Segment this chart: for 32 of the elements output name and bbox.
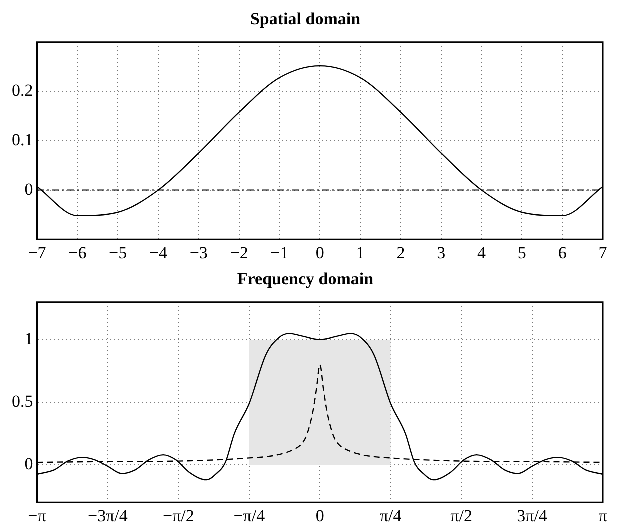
y-tick-label: 0.1 [12,130,34,150]
x-tick-label: −3π/4 [88,506,128,526]
y-tick-label: 0.5 [12,392,34,411]
x-tick-label: −5 [109,243,128,262]
x-tick-label: 0 [316,243,324,262]
x-tick-label: 4 [478,243,487,262]
x-tick-label: −6 [68,243,87,262]
x-tick-label: −3 [190,243,208,262]
x-tick-label: 2 [396,243,406,262]
y-tick-label: 0 [24,454,34,474]
y-tick-label: 1 [24,329,34,348]
x-tick-label: 3π/4 [517,506,548,526]
x-tick-label: −1 [270,243,289,262]
x-tick-label: π/4 [380,506,402,526]
x-tick-label: 1 [356,243,365,262]
x-tick-label: 7 [598,243,608,262]
x-tick-label: −2 [230,243,248,262]
x-tick-label: 5 [518,243,526,262]
chart-title: Frequency domain [237,270,374,289]
x-tick-label: −7 [28,243,47,262]
chart-title: Spatial domain [250,10,362,29]
x-tick-label: 6 [558,243,567,262]
x-tick-label: −π/2 [162,506,194,526]
x-tick-label: 0 [316,506,324,526]
x-tick-label: −4 [149,243,168,262]
y-tick-label: 0 [24,180,34,199]
x-tick-label: −π/4 [234,506,266,526]
x-tick-label: −π [28,506,47,526]
x-tick-label: π/2 [450,506,472,526]
x-tick-label: 3 [437,243,446,262]
x-tick-label: π [598,506,608,526]
y-tick-label: 0.2 [12,81,34,100]
